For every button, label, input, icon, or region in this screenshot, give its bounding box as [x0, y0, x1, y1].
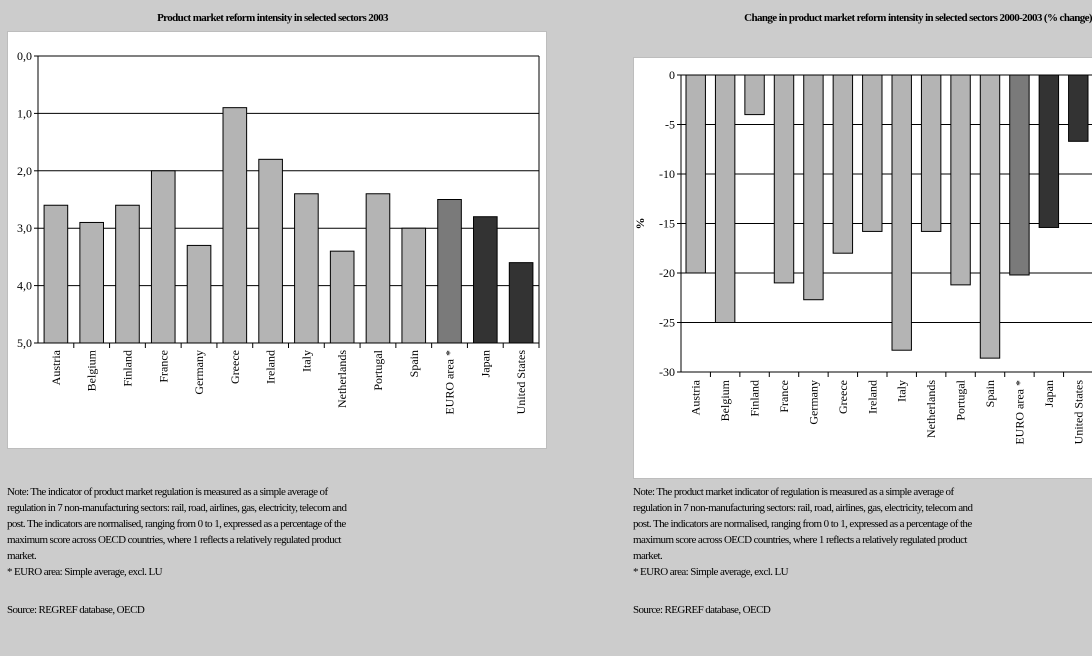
bar-ireland: [258, 158, 283, 344]
category-label: Japan: [1042, 380, 1056, 407]
left-bar-chart: 0,0 1,0 2,0 3,0 4,0 5,0 Austria Belgium Finland F…: [17, 49, 540, 415]
bar-spain: [401, 227, 427, 344]
bar-portugal: [365, 193, 391, 344]
category-label: Ireland: [264, 350, 278, 384]
bar-germany: [186, 244, 212, 344]
category-label: Netherlands: [924, 380, 938, 438]
y-tick-label: -10: [659, 167, 675, 181]
bar-italy: [294, 193, 319, 344]
bar-finland: [115, 204, 140, 344]
category-label: Austria: [49, 349, 63, 385]
category-label: United States: [1071, 380, 1085, 445]
left-source: Source: REGREF database, OECD: [7, 604, 145, 616]
bar-netherlands: [920, 74, 942, 232]
right-note: Note: The product market indicator of re…: [633, 484, 1092, 618]
y-tick-label: -25: [659, 316, 675, 330]
y-tick-label: -15: [659, 217, 675, 231]
left-note: Note: The indicator of product market re…: [7, 484, 477, 618]
right-note-line: market.: [633, 550, 663, 562]
left-note-line: maximum score across OECD countries, whe…: [7, 534, 341, 546]
bar-ireland: [862, 74, 883, 232]
y-axis-label: %: [634, 218, 647, 230]
category-label: Germany: [806, 380, 820, 425]
bar-euro-area: [1009, 74, 1030, 276]
right-bar-chart: 0 -5 -10 -15 -20 -25 -30 Austria Belgium Finland F…: [634, 68, 1092, 445]
bar-belgium: [714, 74, 736, 323]
category-label: EURO area *: [1012, 380, 1026, 445]
category-label: Portugal: [954, 379, 968, 420]
y-tick-label: -5: [665, 118, 675, 132]
bar-greece: [832, 74, 854, 254]
category-label: Netherlands: [335, 350, 349, 408]
y-tick-label: 1,0: [17, 106, 32, 120]
right-source: Source: REGREF database, OECD: [633, 604, 771, 616]
bar-greece: [222, 107, 248, 344]
y-tick-label: 0,0: [17, 49, 32, 63]
category-label: France: [777, 380, 791, 413]
left-chart-title: Product market reform intensity in selec…: [157, 12, 388, 24]
bar-portugal: [950, 74, 971, 286]
right-note-line: maximum score across OECD countries, whe…: [633, 534, 967, 546]
y-tick-label: 4,0: [17, 279, 32, 293]
bar-euro-area: [437, 199, 462, 344]
bar-france: [150, 170, 176, 344]
bar-japan: [473, 216, 498, 344]
category-label: Spain: [407, 350, 421, 377]
y-tick-label: 5,0: [17, 336, 32, 350]
bar-italy: [891, 74, 912, 351]
category-label: Belgium: [718, 379, 732, 421]
right-note-footnote: * EURO area: Simple average, excl. LU: [633, 566, 789, 578]
right-note-line: regulation in 7 non-manufacturing sector…: [633, 502, 973, 514]
bar-spain: [979, 74, 1001, 359]
bar-united-states: [508, 262, 534, 344]
bar-austria: [685, 74, 706, 274]
category-label: Ireland: [865, 380, 879, 414]
category-label: Finland: [120, 350, 134, 387]
left-note-footnote: * EURO area: Simple average, excl. LU: [7, 566, 163, 578]
bar-germany: [803, 74, 824, 301]
category-label: Spain: [983, 380, 997, 407]
y-tick-label: 0: [669, 68, 675, 82]
y-tick-label: -20: [659, 266, 675, 280]
category-label: Portugal: [371, 349, 385, 390]
category-label: Italy: [299, 350, 313, 372]
left-note-line: market.: [7, 550, 37, 562]
category-label: EURO area *: [443, 350, 457, 415]
y-tick-label: 3,0: [17, 221, 32, 235]
left-note-line: regulation in 7 non-manufacturing sector…: [7, 502, 347, 514]
category-label: Italy: [895, 380, 909, 402]
category-label: Greece: [836, 380, 850, 414]
left-note-line: Note: The indicator of product market re…: [7, 486, 328, 498]
right-note-line: Note: The product market indicator of re…: [633, 486, 954, 498]
left-chart-panel: Product market reform intensity in selec…: [0, 0, 547, 656]
right-chart-panel: Change in product market reform intensit…: [545, 0, 1092, 656]
category-label: Japan: [478, 350, 492, 377]
category-label: France: [156, 350, 170, 383]
category-label: Greece: [228, 350, 242, 384]
bar-belgium: [79, 221, 104, 344]
category-label: Austria: [689, 379, 703, 415]
bar-finland: [744, 74, 765, 116]
category-label: Belgium: [85, 349, 99, 391]
bar-austria: [43, 204, 69, 344]
bar-japan: [1038, 74, 1060, 228]
bar-netherlands: [329, 250, 355, 344]
y-tick-label: -30: [659, 365, 675, 379]
right-chart-title: Change in product market reform intensit…: [744, 12, 1092, 24]
category-label: Germany: [192, 350, 206, 395]
right-chart-area: 0 -5 -10 -15 -20 -25 -30 Austria Belgium Finland F…: [633, 57, 1092, 479]
left-note-line: post. The indicators are normalised, ran…: [7, 518, 346, 530]
bar-united-states: [1068, 74, 1089, 142]
category-label: Finland: [748, 380, 762, 417]
right-note-line: post. The indicators are normalised, ran…: [633, 518, 972, 530]
y-tick-label: 2,0: [17, 164, 32, 178]
left-chart-area: 0,0 1,0 2,0 3,0 4,0 5,0 Austria Belgium Finland F…: [7, 31, 547, 449]
bar-france: [773, 74, 795, 284]
category-label: United States: [514, 350, 528, 415]
